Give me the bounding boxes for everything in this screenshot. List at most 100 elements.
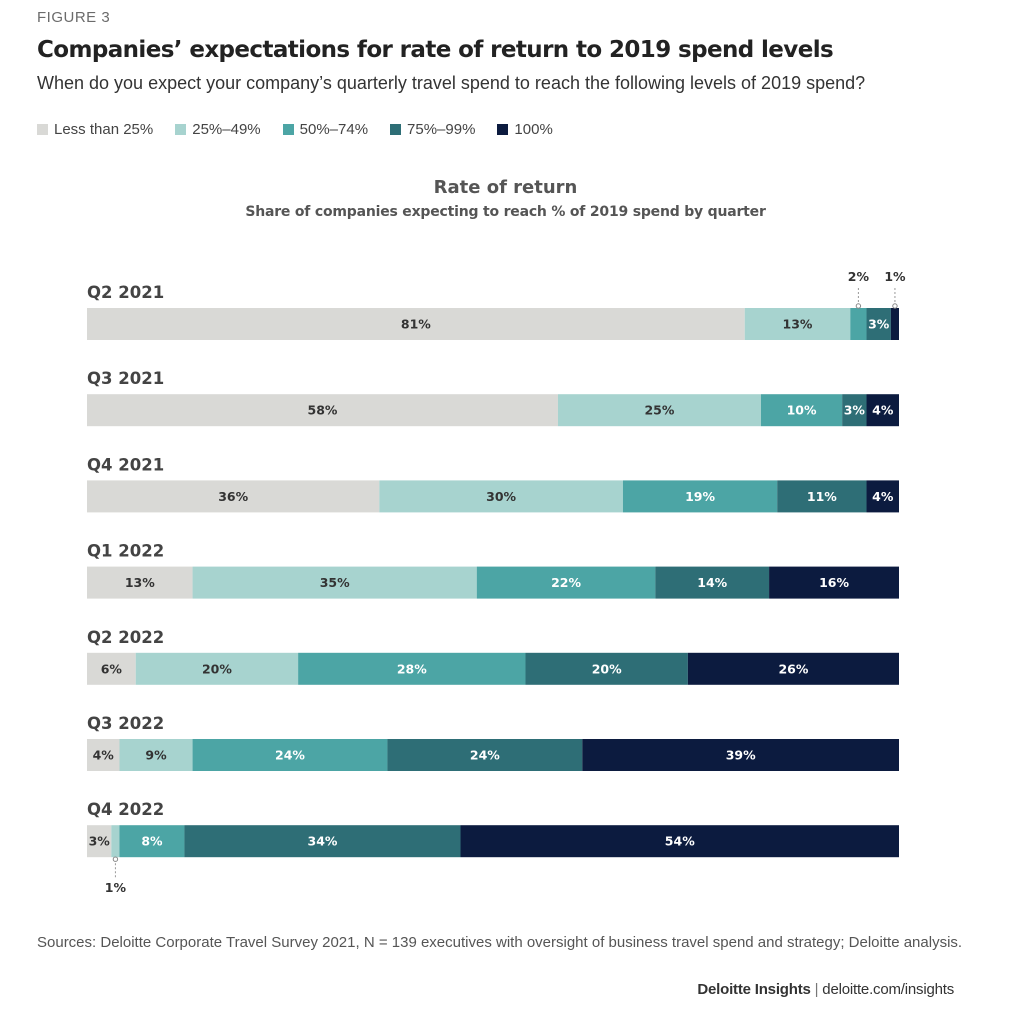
bar-segment xyxy=(744,308,851,340)
credit-site-link[interactable]: deloitte.com/insights xyxy=(822,981,954,998)
category-label: Q4 2022 xyxy=(87,800,164,819)
data-label: 1% xyxy=(105,880,127,895)
credit-line: Deloitte Insights | deloitte.com/insight… xyxy=(697,981,954,998)
data-label: 36% xyxy=(218,489,248,504)
bar-segment xyxy=(655,566,770,599)
sources-note: Sources: Deloitte Corporate Travel Surve… xyxy=(37,934,963,951)
data-label: 81% xyxy=(401,317,431,332)
category-label: Q2 2022 xyxy=(87,628,164,647)
callout-dot xyxy=(855,303,862,309)
data-label: 58% xyxy=(308,403,338,418)
bar-segment xyxy=(87,480,380,513)
bar-segment xyxy=(777,480,867,513)
square-swatch-icon xyxy=(175,124,187,135)
data-label: 39% xyxy=(726,748,756,763)
data-label: 26% xyxy=(778,661,808,676)
data-label: 54% xyxy=(665,834,695,849)
data-label: 11% xyxy=(807,489,837,504)
category-label: Q4 2021 xyxy=(87,455,164,474)
data-label: 19% xyxy=(685,489,715,504)
data-label: 2% xyxy=(848,269,870,284)
bar-segment xyxy=(87,308,745,340)
chart-subtitle: Share of companies expecting to reach % … xyxy=(245,204,766,220)
data-label: 25% xyxy=(644,403,674,418)
bar-segment xyxy=(842,394,867,427)
data-label: 9% xyxy=(145,748,167,763)
data-label: 28% xyxy=(397,661,427,676)
legend-label: 25%–49% xyxy=(192,121,261,138)
data-label: 16% xyxy=(819,575,849,590)
data-label: 24% xyxy=(470,748,500,763)
data-label: 4% xyxy=(872,489,894,504)
bar-segment xyxy=(866,394,899,427)
data-label: 4% xyxy=(93,748,115,763)
callout-dot xyxy=(112,856,119,862)
bar-segment xyxy=(379,480,623,513)
bar-segment xyxy=(582,739,899,771)
bar-segment xyxy=(87,739,120,771)
bar-segment xyxy=(87,566,193,599)
bar-segment xyxy=(525,652,688,685)
legend-label: Less than 25% xyxy=(54,121,154,138)
category-label: Q2 2021 xyxy=(87,283,164,302)
data-label: 13% xyxy=(125,575,155,590)
bar-segment xyxy=(866,480,899,513)
data-label: 14% xyxy=(697,575,727,590)
credit-separator: | xyxy=(814,981,819,998)
square-swatch-icon xyxy=(282,124,294,135)
chart-title: Rate of return xyxy=(433,177,578,198)
bar-segment xyxy=(119,739,193,771)
bar-segment xyxy=(687,652,899,685)
legend-item-25-49: 25%–49% xyxy=(175,121,261,138)
data-label: 3% xyxy=(89,834,111,849)
data-label: 24% xyxy=(275,748,305,763)
legend-label: 50%–74% xyxy=(299,121,369,138)
callout-dot xyxy=(892,303,898,309)
data-label: 20% xyxy=(592,661,622,676)
figure-title: Companies’ expectations for rate of retu… xyxy=(37,37,834,63)
data-label: 22% xyxy=(551,575,581,590)
data-label: 30% xyxy=(486,489,516,504)
bar-segment xyxy=(87,652,136,685)
stacked-bar-chart: Q2 2021 81% 13% 2% 3% 1% Q3 2021 58% 25% 10% 3% 4% Q… xyxy=(87,269,906,895)
bar-segment xyxy=(192,739,388,771)
bar-segment xyxy=(184,825,461,858)
data-label: 1% xyxy=(884,269,906,284)
data-label: 35% xyxy=(320,575,350,590)
bar-segment xyxy=(87,825,112,858)
bar-segment xyxy=(866,308,891,340)
data-label: 3% xyxy=(868,317,890,332)
legend-item-75-99: 75%–99% xyxy=(390,121,475,138)
legend: Less than 25% 25%–49% 50%–74% 75%–99% 10… xyxy=(37,121,553,138)
data-label: 6% xyxy=(101,661,123,676)
legend-label: 75%–99% xyxy=(407,121,476,138)
bar-segment xyxy=(557,394,761,427)
bar-segment xyxy=(760,394,843,427)
data-label: 13% xyxy=(783,317,813,332)
bar-segment xyxy=(298,652,526,685)
data-label: 10% xyxy=(787,403,817,418)
square-swatch-icon xyxy=(497,124,509,135)
bar-segment xyxy=(387,739,583,771)
bar-segment xyxy=(622,480,778,513)
bar-segment xyxy=(192,566,477,599)
bar-segment xyxy=(460,825,899,858)
category-label: Q3 2021 xyxy=(87,369,164,388)
bar-segment xyxy=(119,825,185,858)
bar-segment xyxy=(135,652,299,685)
square-swatch-icon xyxy=(390,124,402,135)
data-label: 34% xyxy=(308,834,338,849)
figure-subtitle: When do you expect your company’s quarte… xyxy=(37,73,866,93)
category-label: Q3 2022 xyxy=(87,714,164,733)
data-label: 8% xyxy=(141,834,163,849)
data-label: 3% xyxy=(844,403,866,418)
bar-segment xyxy=(850,308,867,340)
credit-brand: Deloitte Insights xyxy=(697,981,811,998)
data-label: 20% xyxy=(202,661,232,676)
legend-item-50-74: 50%–74% xyxy=(282,121,369,138)
square-swatch-icon xyxy=(37,124,48,135)
bar-segment xyxy=(476,566,656,599)
figure-label: FIGURE 3 xyxy=(37,9,111,26)
bar-segment xyxy=(87,394,558,427)
legend-item-less-than-25: Less than 25% xyxy=(37,121,153,138)
